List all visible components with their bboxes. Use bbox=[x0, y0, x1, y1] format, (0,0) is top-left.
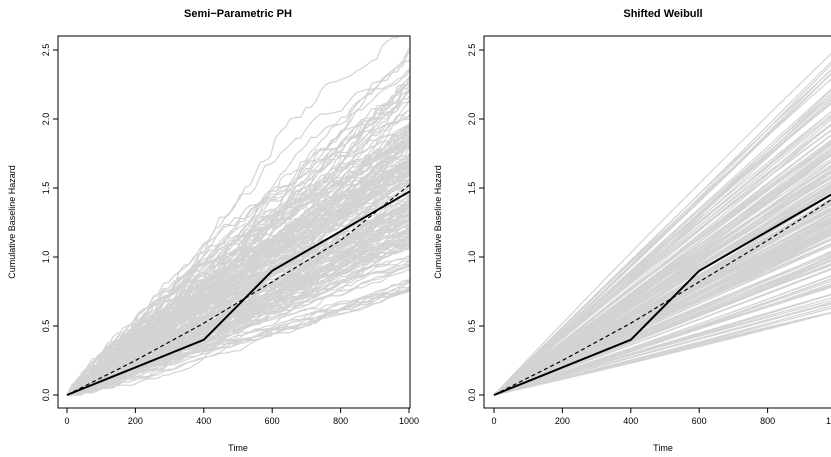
chart-title: Semi−Parametric PH bbox=[184, 8, 292, 20]
x-tick-label: 0 bbox=[64, 416, 69, 426]
sample-curve bbox=[493, 311, 831, 396]
x-tick-label: 400 bbox=[196, 416, 211, 426]
y-tick-label: 1.5 bbox=[467, 182, 477, 195]
sample-curve bbox=[66, 259, 410, 396]
x-tick-label: 200 bbox=[128, 416, 143, 426]
true-baseline-line bbox=[66, 190, 410, 396]
sample-curve bbox=[493, 302, 831, 396]
sample-curve bbox=[493, 227, 831, 396]
sample-curve bbox=[493, 213, 831, 396]
sample-curve bbox=[493, 92, 831, 396]
y-tick-label: 0.0 bbox=[41, 389, 51, 402]
sample-curve bbox=[67, 139, 410, 396]
axes: 0 200 400 600 800 1000 0.0 0.5 1.0 1.5 2.0 2.5 bbox=[467, 44, 831, 426]
y-axis-label: Cumulative Baseline Hazard bbox=[7, 165, 17, 279]
chart-title: Shifted Weibull bbox=[623, 8, 702, 20]
sample-curve bbox=[493, 189, 831, 396]
x-tick-label: 600 bbox=[265, 416, 280, 426]
sample-curve bbox=[493, 53, 831, 396]
y-tick-label: 2.0 bbox=[467, 113, 477, 126]
sample-curve bbox=[66, 205, 410, 396]
mean-estimate-line bbox=[66, 183, 410, 396]
sample-curve bbox=[493, 130, 831, 396]
sample-curve bbox=[66, 114, 410, 396]
sample-curve bbox=[66, 255, 410, 396]
sample-curve bbox=[66, 158, 410, 396]
x-axis-label: Time bbox=[653, 443, 673, 453]
x-tick-label: 200 bbox=[555, 416, 570, 426]
sample-curve bbox=[66, 242, 410, 396]
sample-curve bbox=[66, 288, 410, 396]
sample-curve bbox=[493, 92, 831, 396]
y-tick-label: 2.5 bbox=[41, 44, 51, 57]
sample-curve bbox=[493, 312, 831, 396]
sample-curve bbox=[66, 130, 410, 396]
sample-curves bbox=[493, 53, 831, 396]
sample-curve bbox=[66, 95, 410, 396]
plot-area bbox=[66, 36, 410, 396]
sample-curve bbox=[493, 239, 831, 396]
x-tick-label: 1000 bbox=[399, 416, 419, 426]
y-tick-label: 1.0 bbox=[41, 251, 51, 264]
sample-curve bbox=[66, 236, 410, 396]
sample-curve bbox=[493, 267, 831, 396]
y-tick-label: 1.0 bbox=[467, 251, 477, 264]
sample-curve bbox=[66, 161, 410, 396]
sample-curve bbox=[493, 61, 831, 396]
x-tick-label: 600 bbox=[692, 416, 707, 426]
y-tick-label: 2.5 bbox=[467, 44, 477, 57]
sample-curve bbox=[67, 203, 410, 396]
x-tick-label: 400 bbox=[623, 416, 638, 426]
sample-curve bbox=[66, 136, 410, 396]
sample-curve bbox=[493, 72, 831, 396]
sample-curve bbox=[493, 253, 831, 396]
sample-curves bbox=[66, 36, 410, 396]
sample-curve bbox=[66, 118, 410, 396]
sample-curve bbox=[493, 294, 831, 396]
y-tick-label: 1.5 bbox=[41, 182, 51, 195]
sample-curve bbox=[66, 46, 410, 396]
sample-curve bbox=[493, 161, 831, 396]
y-tick-label: 0.5 bbox=[467, 320, 477, 333]
plot-frame bbox=[483, 35, 831, 409]
x-tick-label: 0 bbox=[491, 416, 496, 426]
sample-curve bbox=[66, 184, 410, 396]
x-tick-label: 1000 bbox=[826, 416, 831, 426]
axes: 0 200 400 600 800 1000 0.0 0.5 1.0 1.5 2.0 2.5 bbox=[41, 44, 419, 426]
sample-curve bbox=[66, 160, 410, 396]
sample-curve bbox=[66, 144, 410, 396]
sample-curve bbox=[66, 182, 410, 396]
sample-curve bbox=[493, 101, 831, 396]
y-tick-label: 0.0 bbox=[467, 389, 477, 402]
x-tick-label: 800 bbox=[760, 416, 775, 426]
plot-frame bbox=[57, 35, 411, 409]
sample-curve bbox=[493, 188, 831, 396]
sample-curve bbox=[67, 90, 410, 396]
sample-curve bbox=[66, 211, 410, 396]
x-tick-label: 800 bbox=[333, 416, 348, 426]
sample-curve bbox=[493, 284, 831, 396]
y-tick-label: 0.5 bbox=[41, 320, 51, 333]
sample-curve bbox=[66, 153, 410, 396]
sample-curve bbox=[493, 243, 831, 396]
true-baseline-line bbox=[493, 193, 831, 396]
sample-curve bbox=[66, 194, 410, 396]
mean-estimate-line bbox=[493, 199, 831, 396]
sample-curve bbox=[493, 142, 831, 396]
y-tick-label: 2.0 bbox=[41, 113, 51, 126]
sample-curve bbox=[66, 290, 410, 396]
sample-curve bbox=[493, 198, 831, 396]
sample-curve bbox=[493, 151, 831, 396]
x-axis-label: Time bbox=[228, 443, 248, 453]
plot-area bbox=[493, 53, 831, 396]
sample-curve bbox=[493, 154, 831, 396]
panel-semi-parametric-ph: Semi−Parametric PH Time Cumulative Basel… bbox=[7, 8, 419, 453]
panel-shifted-weibull: Shifted Weibull Time Cumulative Baseline… bbox=[433, 8, 831, 453]
y-axis-label: Cumulative Baseline Hazard bbox=[433, 165, 443, 279]
